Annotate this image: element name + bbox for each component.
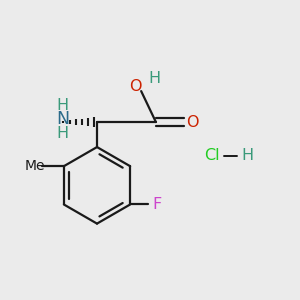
Text: F: F <box>152 197 161 212</box>
Text: H: H <box>56 98 68 113</box>
Text: H: H <box>56 126 68 141</box>
Text: H: H <box>241 148 253 164</box>
Text: N: N <box>56 110 69 128</box>
Text: O: O <box>186 115 199 130</box>
Text: O: O <box>129 79 142 94</box>
Text: Cl: Cl <box>204 148 220 164</box>
Text: Me: Me <box>24 159 45 173</box>
Text: H: H <box>148 71 160 86</box>
